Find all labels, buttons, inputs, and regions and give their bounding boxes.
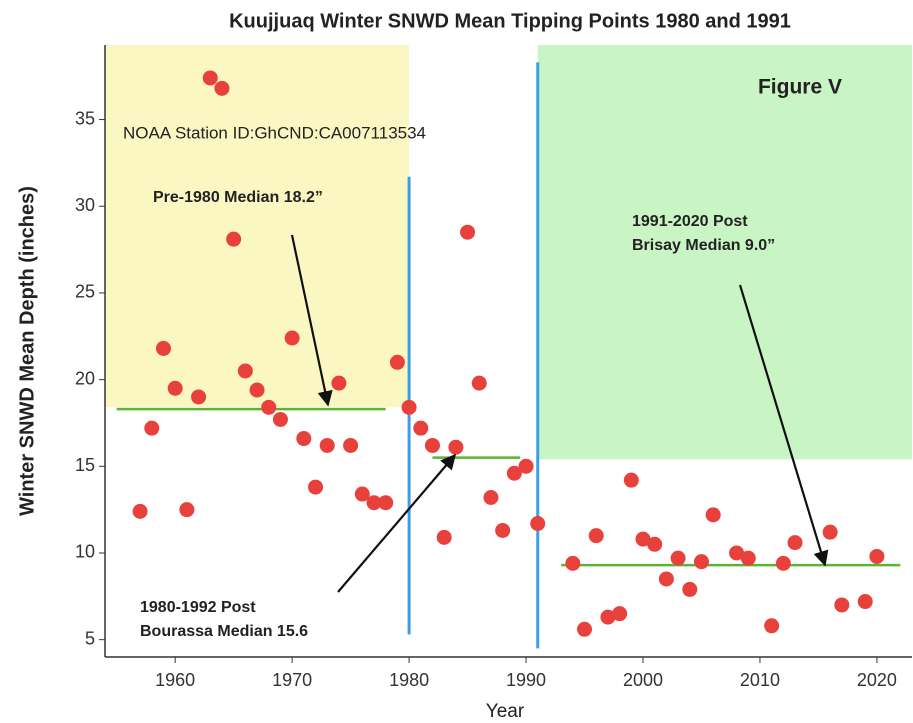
data-point — [284, 330, 300, 346]
data-point — [740, 550, 756, 566]
x-tick-label: 1970 — [272, 670, 312, 690]
station-note: NOAA Station ID:GhCND:CA007113534 — [123, 123, 426, 142]
y-tick-label: 5 — [85, 628, 95, 648]
x-tick-label: 2000 — [623, 670, 663, 690]
data-point — [413, 420, 429, 436]
data-point — [623, 472, 639, 488]
data-point — [635, 531, 651, 547]
data-point — [272, 411, 288, 427]
data-point — [658, 571, 674, 587]
data-point — [331, 375, 347, 391]
data-point — [565, 555, 581, 571]
data-point — [448, 439, 464, 455]
data-point — [389, 354, 405, 370]
data-point — [308, 479, 324, 495]
data-point — [483, 489, 499, 505]
data-point — [857, 594, 873, 610]
data-point — [588, 528, 604, 544]
data-point — [191, 389, 207, 405]
arrow — [337, 453, 457, 593]
y-tick-label: 35 — [75, 108, 95, 128]
data-point — [775, 555, 791, 571]
data-point — [600, 609, 616, 625]
x-tick-label: 2010 — [740, 670, 780, 690]
annotation: 1991-2020 Post — [632, 213, 748, 230]
data-point — [693, 554, 709, 570]
x-tick-label: 1990 — [506, 670, 546, 690]
y-tick-label: 25 — [75, 282, 95, 302]
data-point — [214, 80, 230, 96]
y-tick-label: 20 — [75, 368, 95, 388]
y-axis-label: Winter SNWD Mean Depth (inches) — [16, 186, 38, 516]
data-point — [705, 507, 721, 523]
shaded-region — [105, 45, 410, 408]
data-point — [495, 522, 511, 538]
data-point — [179, 502, 195, 518]
annotation: Brisay Median 9.0” — [632, 237, 775, 254]
data-point — [577, 621, 593, 637]
data-point — [249, 382, 265, 398]
arrow — [738, 284, 829, 567]
data-point — [155, 340, 171, 356]
y-tick-label: 10 — [75, 542, 95, 562]
x-axis-label: Year — [486, 701, 525, 722]
data-point — [764, 618, 780, 634]
data-point — [319, 437, 335, 453]
annotation: Bourassa Median 15.6 — [140, 623, 308, 640]
data-point — [506, 465, 522, 481]
data-point — [530, 516, 546, 532]
data-point — [424, 437, 440, 453]
figure-label: Figure V — [758, 76, 842, 99]
data-point — [378, 495, 394, 511]
arrow — [290, 234, 333, 407]
data-point — [261, 399, 277, 415]
x-tick-label: 2020 — [857, 670, 897, 690]
data-point — [787, 535, 803, 551]
data-point — [354, 486, 370, 502]
data-point — [460, 224, 476, 240]
annotation: 1980-1992 Post — [140, 599, 256, 616]
data-point — [401, 399, 417, 415]
data-point — [729, 545, 745, 561]
data-point — [202, 70, 218, 86]
x-tick-label: 1980 — [389, 670, 429, 690]
data-point — [167, 380, 183, 396]
data-point — [670, 550, 686, 566]
data-point — [436, 529, 452, 545]
data-point — [647, 536, 663, 552]
data-point — [471, 375, 487, 391]
data-point — [132, 503, 148, 519]
chart-title: Kuujjuaq Winter SNWD Mean Tipping Points… — [229, 10, 791, 32]
shaded-region — [537, 45, 912, 460]
x-tick-label: 1960 — [155, 670, 195, 690]
data-point — [612, 606, 628, 622]
data-point — [226, 231, 242, 247]
data-point — [144, 420, 160, 436]
y-tick-label: 15 — [75, 455, 95, 475]
data-point — [237, 363, 253, 379]
data-point — [834, 597, 850, 613]
data-point — [343, 437, 359, 453]
annotation: Pre-1980 Median 18.2” — [153, 189, 323, 206]
data-point — [869, 548, 885, 564]
data-point — [682, 581, 698, 597]
data-point — [296, 431, 312, 447]
data-point — [518, 458, 534, 474]
y-tick-label: 30 — [75, 195, 95, 215]
data-point — [822, 524, 838, 540]
data-point — [366, 495, 382, 511]
